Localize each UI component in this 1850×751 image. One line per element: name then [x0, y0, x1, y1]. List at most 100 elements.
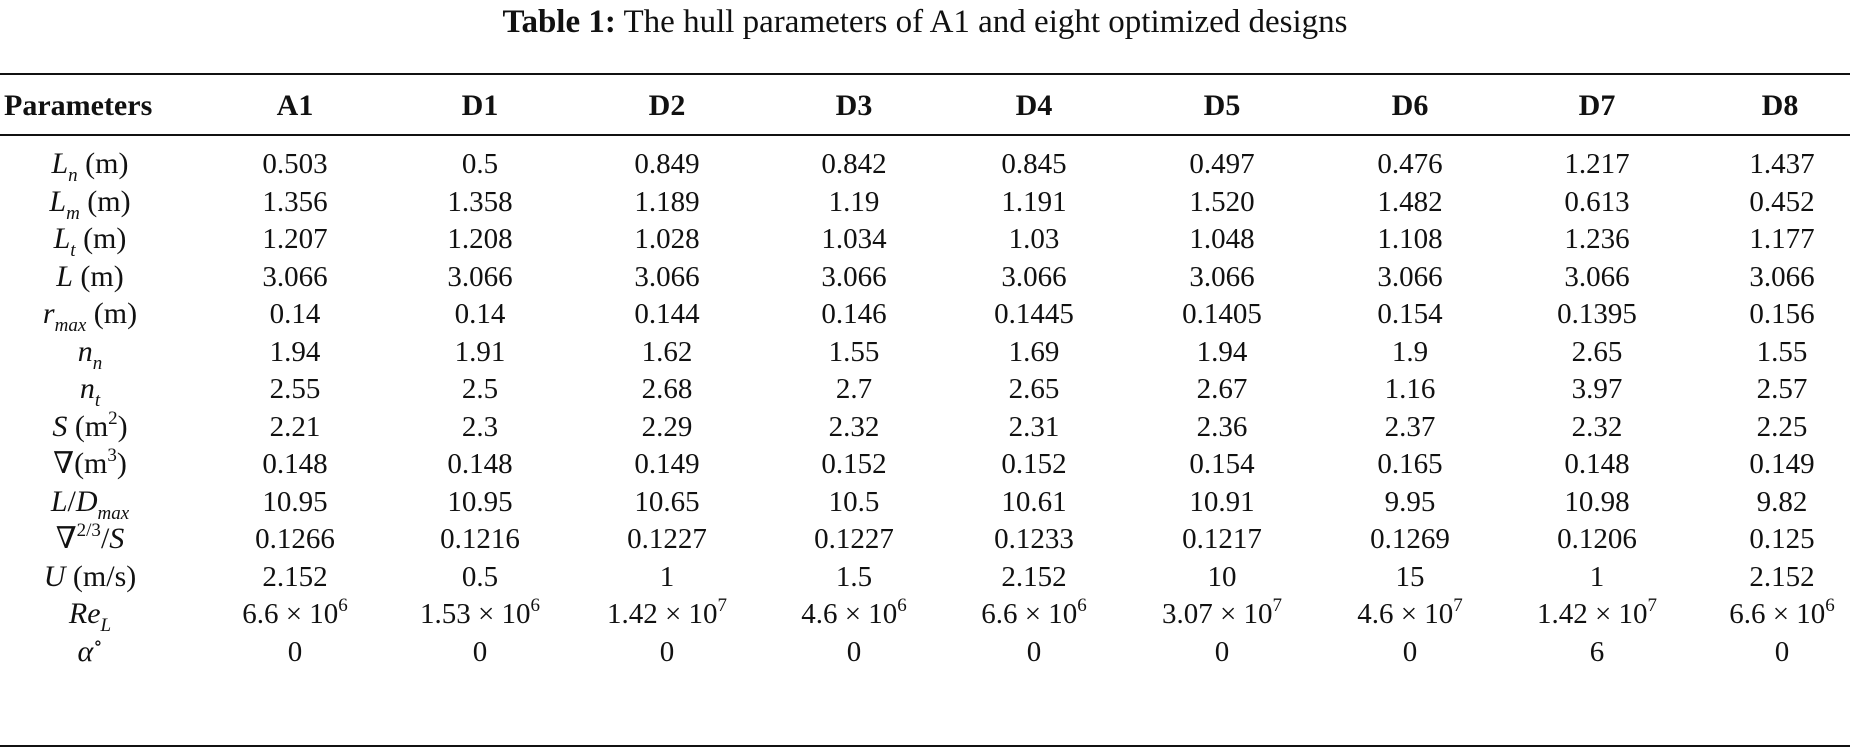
value-text: 0: [1214, 635, 1230, 668]
value-cell: 1.69: [934, 330, 1134, 374]
value-text: 0.1227: [627, 523, 707, 555]
value-cell: 0.149: [1682, 442, 1850, 486]
value-text: 3.066: [1377, 260, 1443, 293]
value-text: 3.066: [821, 260, 887, 293]
value-text: 9.95: [1384, 485, 1436, 518]
param-symbol: r: [42, 297, 55, 330]
value-text: 1.034: [821, 223, 887, 255]
value-text: 2.68: [641, 373, 693, 405]
table-row: ∇(m3) 0.148 0.148 0.149 0.152 0.152 0.154 0.165…: [0, 442, 1850, 486]
value-text: 10.98: [1564, 485, 1630, 518]
value-cell: 2.152: [1682, 555, 1850, 599]
value-exponent: 7: [1272, 595, 1283, 616]
value-cell: 0.1227: [754, 517, 954, 561]
value-text: 0: [1026, 635, 1042, 668]
parameter-cell: ∇2/3/S: [0, 517, 180, 561]
table-row: Lt (m) 1.207 1.208 1.028 1.034 1.03 1.048 1.108…: [0, 217, 1850, 261]
value-cell: 0.1216: [380, 517, 580, 561]
value-text: 0.452: [1749, 185, 1815, 218]
param-unit-close: ): [117, 409, 128, 443]
param-unit-sup: 2: [108, 407, 118, 429]
value-cell: 1.358: [380, 180, 580, 224]
value-exponent: 7: [1453, 595, 1463, 616]
value-text: 0.14: [269, 298, 321, 330]
value-cell: 3.97: [1497, 367, 1697, 411]
value-exponent: 6: [1077, 595, 1087, 616]
value-text: 1.207: [262, 223, 328, 255]
value-text: 10.91: [1189, 485, 1255, 518]
param-symbol: α: [77, 634, 94, 668]
value-text: 0.154: [1189, 448, 1255, 480]
value-text: 1.5: [835, 560, 873, 593]
value-text: 2.32: [1571, 410, 1623, 443]
value-text: 0: [287, 635, 303, 668]
value-cell: 1.191: [934, 180, 1134, 224]
value-text: 0.165: [1377, 448, 1443, 480]
value-text: 1.048: [1189, 223, 1255, 255]
value-text: 1.19: [828, 185, 880, 218]
value-text: 1.94: [1196, 335, 1248, 368]
value-cell: 0.842: [754, 142, 954, 186]
value-text: 0: [846, 635, 862, 668]
value-text: 1: [659, 560, 675, 593]
value-cell: 10: [1122, 555, 1322, 599]
value-exponent: 6: [1825, 595, 1835, 616]
header-d3: D3: [835, 89, 873, 122]
param-symbol: L: [49, 184, 67, 218]
value-cell: 1.034: [754, 217, 954, 261]
value-cell: 0.148: [380, 442, 580, 486]
value-text: 0: [1402, 635, 1418, 668]
value-cell: 0.476: [1310, 142, 1510, 186]
value-exponent: 7: [1647, 595, 1658, 616]
value-cell: 1: [567, 555, 767, 599]
value-cell: 0.1233: [934, 517, 1134, 561]
parameter-cell: Lm (m): [0, 180, 180, 224]
value-text: 1.217: [1564, 148, 1630, 180]
value-text: 9.82: [1756, 485, 1808, 518]
value-cell: 2.68: [567, 367, 767, 411]
value-cell: 3.066: [1682, 255, 1850, 299]
value-cell: 0.1227: [567, 517, 767, 561]
value-text: 1.482: [1377, 185, 1443, 218]
param-subscript: L: [101, 615, 112, 636]
param-subscript-text: t: [94, 390, 101, 411]
value-cell: 1.03: [934, 217, 1134, 261]
value-cell: 6.6 × 106: [934, 592, 1134, 636]
value-text: 3.066: [634, 260, 700, 293]
table-row: L/Dmax 10.95 10.95 10.65 10.5 10.61 10.91 9.95 1…: [0, 480, 1850, 524]
value-text: 0.849: [634, 148, 700, 180]
value-text: 1.62: [641, 335, 693, 368]
value-text: 1.69: [1008, 335, 1060, 368]
value-text: 10.95: [447, 485, 513, 518]
parameter-cell: ∇(m3): [0, 442, 180, 486]
value-cell: 3.066: [754, 255, 954, 299]
value-cell: 1.9: [1310, 330, 1510, 374]
table-row: L (m) 3.066 3.066 3.066 3.066 3.066 3.066 3.066…: [0, 255, 1850, 299]
caption-text: The hull parameters of A1 and eight opti…: [623, 4, 1348, 40]
value-cell: 3.066: [195, 255, 395, 299]
value-cell: 1.53 × 106: [380, 592, 580, 636]
value-cell: 9.82: [1682, 480, 1850, 524]
value-cell: 10.95: [195, 480, 395, 524]
table-row: α∘ 0 0 0 0 0 0 0 6 0: [0, 630, 1850, 674]
value-cell: 1.356: [195, 180, 395, 224]
value-cell: 1.62: [567, 330, 767, 374]
parameter-cell: ReL: [0, 592, 180, 636]
value-text: 0.1269: [1370, 523, 1450, 555]
parameter-cell: nn: [0, 330, 180, 374]
parameter-cell: Lt (m): [0, 217, 180, 261]
param-subscript: m: [66, 203, 80, 224]
value-text: 0.148: [262, 448, 328, 480]
value-cell: 0.613: [1497, 180, 1697, 224]
value-text: 0.842: [821, 148, 887, 180]
value-cell: 1.208: [380, 217, 580, 261]
param-subscript-text: L: [100, 615, 112, 636]
value-cell: 2.32: [1497, 405, 1697, 449]
value-cell: 2.25: [1682, 405, 1850, 449]
value-text: 3.97: [1571, 373, 1623, 405]
value-text: 1.028: [634, 223, 700, 255]
value-text: 2.67: [1196, 373, 1248, 405]
value-text: 0.1405: [1182, 298, 1262, 330]
value-text: 0.1217: [1182, 523, 1262, 555]
value-cell: 1.16: [1310, 367, 1510, 411]
